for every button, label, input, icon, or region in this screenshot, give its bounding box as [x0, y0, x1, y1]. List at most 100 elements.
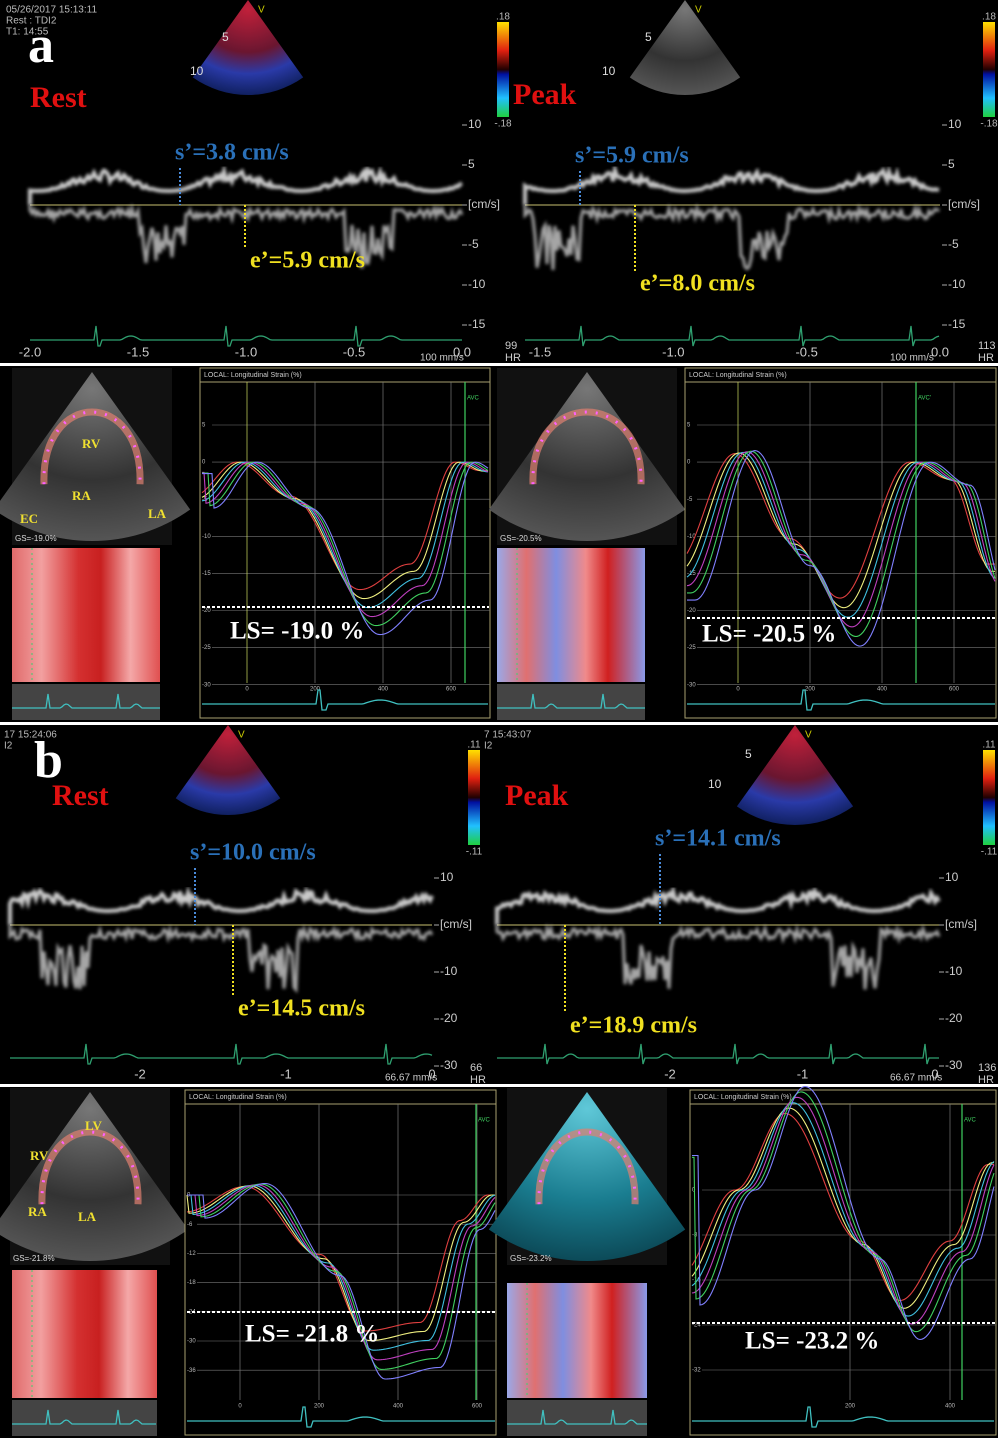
scale-min: -.11 [981, 847, 998, 858]
header-text: 7 15:43:07 [484, 730, 532, 741]
strain-tick-label: -32 [692, 1368, 701, 1374]
velocity-tick-label: -10 [468, 277, 486, 291]
graph-title: LOCAL: Longitudinal Strain (%) [694, 1094, 792, 1101]
m-mode-map [12, 1270, 157, 1398]
time-tick-label: -0.5 [795, 344, 817, 359]
global-strain: GS=-21.8% [13, 1254, 55, 1263]
heart-rate: 136 [978, 1062, 996, 1074]
time-tick-label: -1.5 [529, 344, 551, 359]
sweep-speed: 66.67 mm/s [385, 1073, 437, 1084]
anatomy-label: LA [78, 1209, 97, 1224]
sector-marker: V [238, 730, 245, 741]
anatomy-label: EC [20, 511, 38, 526]
velocity-tick-label: [cm/s] [440, 917, 472, 931]
s-prime-label: s’=3.8 cm/s [175, 140, 289, 166]
velocity-tick-label: -5 [468, 237, 479, 251]
e-prime-label: e’=5.9 cm/s [250, 248, 365, 274]
time-tick-label: 200 [314, 1404, 325, 1410]
strain-tick-label: -18 [187, 1280, 196, 1286]
condition-label: Rest [30, 81, 87, 114]
condition-label: Peak [505, 779, 569, 812]
depth-label: 5 [745, 747, 752, 761]
scale-min: -.11 [466, 847, 483, 858]
strain-tick-label: -25 [687, 645, 696, 651]
s-prime-label: s’=5.9 cm/s [575, 143, 689, 169]
m-mode-map [497, 548, 645, 682]
depth-label: 5 [645, 30, 652, 44]
velocity-tick-label: [cm/s] [468, 197, 500, 211]
s-prime-label: s’=14.1 cm/s [655, 826, 781, 852]
peak-strain-label: LS= -23.2 % [745, 1328, 879, 1355]
sector-marker: V [805, 730, 812, 741]
graph-title: LOCAL: Longitudinal Strain (%) [189, 1094, 287, 1101]
anatomy-label: LV [85, 1118, 102, 1133]
velocity-tick-label: 5 [468, 157, 475, 171]
scale-min: -.18 [980, 119, 998, 130]
depth-label: 10 [190, 64, 204, 78]
valve-closure-label: AVC [478, 1118, 491, 1124]
panel-letter: a [28, 17, 54, 74]
velocity-tick-label: -20 [440, 1011, 458, 1025]
velocity-tick-label: -5 [948, 237, 959, 251]
heart-rate-unit: HR [978, 352, 994, 364]
strain-tick-label: -36 [187, 1368, 196, 1374]
anatomy-label: RV [30, 1148, 49, 1163]
heart-rate-unit: HR [978, 1074, 994, 1086]
e-prime-label: e’=8.0 cm/s [640, 271, 755, 297]
page: {"panels":[ {"letter":"a", "doppler":[ {… [0, 0, 998, 1438]
strain-tick-label: -12 [187, 1251, 196, 1257]
s-prime-label: s’=10.0 cm/s [190, 840, 316, 866]
sweep-speed: 100 mm/s [420, 353, 464, 364]
global-strain: GS=-23.2% [510, 1254, 552, 1263]
velocity-tick-label: -15 [468, 317, 486, 331]
m-mode-map [507, 1283, 647, 1398]
strain-tick-label: -5 [687, 497, 693, 503]
strain-tick-label: -30 [187, 1339, 196, 1345]
strain-tick-label: -30 [687, 682, 696, 688]
strain-tick-label: -6 [187, 1222, 193, 1228]
header-text: I2 [4, 741, 13, 752]
heart-rate: 113 [978, 340, 996, 352]
velocity-tick-label: [cm/s] [945, 917, 977, 931]
graph-title: LOCAL: Longitudinal Strain (%) [204, 372, 302, 379]
velocity-tick-label: -15 [948, 317, 966, 331]
sector-marker: V [695, 5, 702, 16]
strain-tick-label: -25 [202, 645, 211, 651]
velocity-tick-label: -30 [945, 1058, 963, 1072]
time-tick-label: 400 [877, 687, 888, 693]
anatomy-label: RA [72, 488, 91, 503]
velocity-tick-label: -20 [945, 1011, 963, 1025]
strip [507, 1400, 647, 1436]
heart-rate-unit: HR [470, 1074, 486, 1086]
strain-tick-label: -20 [687, 608, 696, 614]
time-tick-label: -2 [664, 1066, 676, 1081]
color-bar [497, 22, 509, 117]
velocity-tick-label: 10 [948, 117, 962, 131]
strain-tick-label: -10 [202, 534, 211, 540]
velocity-tick-label: -30 [440, 1058, 458, 1072]
scale-min: -.18 [494, 119, 512, 130]
time-tick-label: 400 [945, 1404, 956, 1410]
graph-box [185, 1090, 496, 1435]
graph-box [200, 368, 490, 718]
valve-closure-label: AVC' [918, 396, 931, 402]
color-bar [983, 750, 995, 845]
sector-marker: V [258, 5, 265, 16]
m-mode-map [12, 548, 160, 682]
panel-letter: b [34, 732, 63, 789]
strain-tick-label: -30 [202, 682, 211, 688]
velocity-tick-label: 5 [948, 157, 955, 171]
strain-tick-label: -15 [202, 571, 211, 577]
time-tick-label: -1 [797, 1066, 809, 1081]
time-tick-label: -1.5 [127, 344, 149, 359]
velocity-tick-label: 10 [945, 870, 959, 884]
velocity-tick-label: -10 [948, 277, 966, 291]
peak-strain-label: LS= -20.5 % [702, 621, 836, 648]
depth-label: 10 [708, 777, 722, 791]
time-tick-label: 200 [845, 1404, 856, 1410]
time-tick-label: -2 [134, 1066, 146, 1081]
anatomy-label: RA [28, 1204, 47, 1219]
time-tick-label: 600 [446, 687, 457, 693]
depth-label: 10 [602, 64, 616, 78]
time-tick-label: -1.0 [235, 344, 257, 359]
